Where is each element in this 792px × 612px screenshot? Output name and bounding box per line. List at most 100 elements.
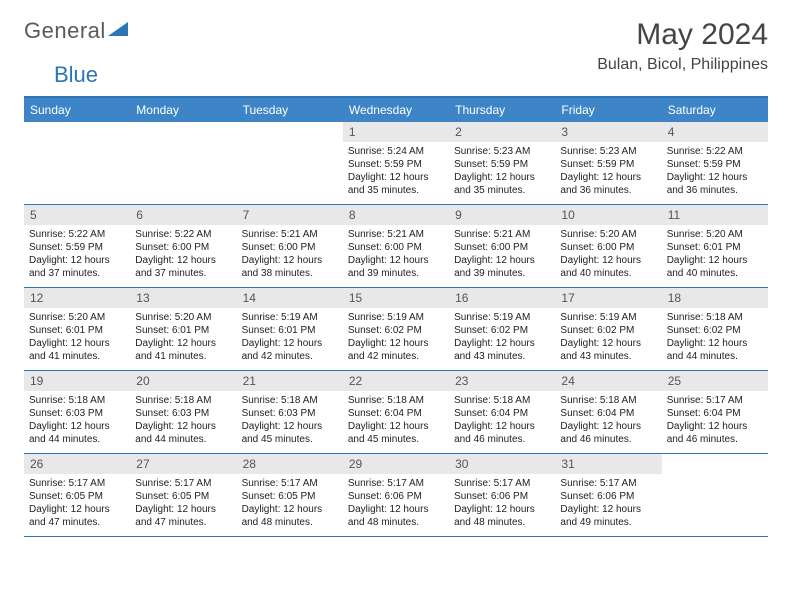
day-number: 2 bbox=[449, 122, 555, 142]
daylight-line: Daylight: 12 hours and 43 minutes. bbox=[454, 337, 550, 363]
daylight-line: Daylight: 12 hours and 48 minutes. bbox=[242, 503, 338, 529]
day-body: Sunrise: 5:19 AMSunset: 6:02 PMDaylight:… bbox=[449, 308, 555, 368]
weekday-sunday: Sunday bbox=[24, 98, 130, 122]
day-number: 20 bbox=[130, 371, 236, 391]
sunset-line: Sunset: 6:02 PM bbox=[667, 324, 763, 337]
day-number: 17 bbox=[555, 288, 661, 308]
day-body: Sunrise: 5:18 AMSunset: 6:04 PMDaylight:… bbox=[555, 391, 661, 451]
sunset-line: Sunset: 5:59 PM bbox=[667, 158, 763, 171]
day-number: 31 bbox=[555, 454, 661, 474]
day-cell bbox=[662, 454, 768, 536]
weekday-row: SundayMondayTuesdayWednesdayThursdayFrid… bbox=[24, 98, 768, 122]
day-number: 9 bbox=[449, 205, 555, 225]
week-row: 26Sunrise: 5:17 AMSunset: 6:05 PMDayligh… bbox=[24, 454, 768, 537]
sunset-line: Sunset: 6:05 PM bbox=[29, 490, 125, 503]
sunset-line: Sunset: 6:01 PM bbox=[667, 241, 763, 254]
sunrise-line: Sunrise: 5:24 AM bbox=[348, 145, 444, 158]
day-body: Sunrise: 5:21 AMSunset: 6:00 PMDaylight:… bbox=[343, 225, 449, 285]
week-row: 12Sunrise: 5:20 AMSunset: 6:01 PMDayligh… bbox=[24, 288, 768, 371]
week-row: 5Sunrise: 5:22 AMSunset: 5:59 PMDaylight… bbox=[24, 205, 768, 288]
day-cell: 28Sunrise: 5:17 AMSunset: 6:05 PMDayligh… bbox=[237, 454, 343, 536]
logo: General bbox=[24, 18, 132, 44]
day-body: Sunrise: 5:21 AMSunset: 6:00 PMDaylight:… bbox=[237, 225, 343, 285]
sunrise-line: Sunrise: 5:17 AM bbox=[560, 477, 656, 490]
day-number: 21 bbox=[237, 371, 343, 391]
daylight-line: Daylight: 12 hours and 45 minutes. bbox=[242, 420, 338, 446]
day-cell: 2Sunrise: 5:23 AMSunset: 5:59 PMDaylight… bbox=[449, 122, 555, 204]
daylight-line: Daylight: 12 hours and 38 minutes. bbox=[242, 254, 338, 280]
sunset-line: Sunset: 6:01 PM bbox=[135, 324, 231, 337]
day-body: Sunrise: 5:24 AMSunset: 5:59 PMDaylight:… bbox=[343, 142, 449, 202]
day-cell: 13Sunrise: 5:20 AMSunset: 6:01 PMDayligh… bbox=[130, 288, 236, 370]
day-number: 28 bbox=[237, 454, 343, 474]
sunset-line: Sunset: 6:06 PM bbox=[560, 490, 656, 503]
day-number: 15 bbox=[343, 288, 449, 308]
sunset-line: Sunset: 6:04 PM bbox=[348, 407, 444, 420]
sunrise-line: Sunrise: 5:17 AM bbox=[348, 477, 444, 490]
day-number: 5 bbox=[24, 205, 130, 225]
sunset-line: Sunset: 6:03 PM bbox=[135, 407, 231, 420]
day-body: Sunrise: 5:17 AMSunset: 6:05 PMDaylight:… bbox=[237, 474, 343, 534]
day-cell: 3Sunrise: 5:23 AMSunset: 5:59 PMDaylight… bbox=[555, 122, 661, 204]
sunset-line: Sunset: 6:00 PM bbox=[135, 241, 231, 254]
day-cell: 16Sunrise: 5:19 AMSunset: 6:02 PMDayligh… bbox=[449, 288, 555, 370]
sunrise-line: Sunrise: 5:19 AM bbox=[242, 311, 338, 324]
daylight-line: Daylight: 12 hours and 46 minutes. bbox=[667, 420, 763, 446]
day-body: Sunrise: 5:18 AMSunset: 6:03 PMDaylight:… bbox=[24, 391, 130, 451]
day-cell: 9Sunrise: 5:21 AMSunset: 6:00 PMDaylight… bbox=[449, 205, 555, 287]
sunrise-line: Sunrise: 5:18 AM bbox=[454, 394, 550, 407]
day-number: 14 bbox=[237, 288, 343, 308]
day-number: 22 bbox=[343, 371, 449, 391]
day-body: Sunrise: 5:22 AMSunset: 6:00 PMDaylight:… bbox=[130, 225, 236, 285]
day-body: Sunrise: 5:17 AMSunset: 6:05 PMDaylight:… bbox=[130, 474, 236, 534]
weeks-grid: 1Sunrise: 5:24 AMSunset: 5:59 PMDaylight… bbox=[24, 122, 768, 537]
day-cell: 22Sunrise: 5:18 AMSunset: 6:04 PMDayligh… bbox=[343, 371, 449, 453]
daylight-line: Daylight: 12 hours and 48 minutes. bbox=[348, 503, 444, 529]
day-cell: 14Sunrise: 5:19 AMSunset: 6:01 PMDayligh… bbox=[237, 288, 343, 370]
sunrise-line: Sunrise: 5:17 AM bbox=[29, 477, 125, 490]
daylight-line: Daylight: 12 hours and 49 minutes. bbox=[560, 503, 656, 529]
daylight-line: Daylight: 12 hours and 40 minutes. bbox=[560, 254, 656, 280]
day-body: Sunrise: 5:18 AMSunset: 6:04 PMDaylight:… bbox=[343, 391, 449, 451]
sunrise-line: Sunrise: 5:22 AM bbox=[29, 228, 125, 241]
sunset-line: Sunset: 6:00 PM bbox=[348, 241, 444, 254]
day-body: Sunrise: 5:21 AMSunset: 6:00 PMDaylight:… bbox=[449, 225, 555, 285]
sunset-line: Sunset: 6:00 PM bbox=[454, 241, 550, 254]
day-cell: 6Sunrise: 5:22 AMSunset: 6:00 PMDaylight… bbox=[130, 205, 236, 287]
sunset-line: Sunset: 5:59 PM bbox=[560, 158, 656, 171]
day-number: 4 bbox=[662, 122, 768, 142]
day-cell: 4Sunrise: 5:22 AMSunset: 5:59 PMDaylight… bbox=[662, 122, 768, 204]
logo-triangle-icon bbox=[108, 20, 130, 43]
sunrise-line: Sunrise: 5:18 AM bbox=[667, 311, 763, 324]
day-cell: 24Sunrise: 5:18 AMSunset: 6:04 PMDayligh… bbox=[555, 371, 661, 453]
sunrise-line: Sunrise: 5:18 AM bbox=[348, 394, 444, 407]
day-cell: 26Sunrise: 5:17 AMSunset: 6:05 PMDayligh… bbox=[24, 454, 130, 536]
daylight-line: Daylight: 12 hours and 46 minutes. bbox=[560, 420, 656, 446]
day-body: Sunrise: 5:19 AMSunset: 6:02 PMDaylight:… bbox=[555, 308, 661, 368]
sunrise-line: Sunrise: 5:18 AM bbox=[135, 394, 231, 407]
sunrise-line: Sunrise: 5:23 AM bbox=[560, 145, 656, 158]
day-number: 12 bbox=[24, 288, 130, 308]
sunset-line: Sunset: 6:04 PM bbox=[560, 407, 656, 420]
day-cell bbox=[130, 122, 236, 204]
day-body: Sunrise: 5:17 AMSunset: 6:06 PMDaylight:… bbox=[449, 474, 555, 534]
daylight-line: Daylight: 12 hours and 35 minutes. bbox=[348, 171, 444, 197]
daylight-line: Daylight: 12 hours and 44 minutes. bbox=[135, 420, 231, 446]
daylight-line: Daylight: 12 hours and 45 minutes. bbox=[348, 420, 444, 446]
day-cell: 8Sunrise: 5:21 AMSunset: 6:00 PMDaylight… bbox=[343, 205, 449, 287]
day-cell: 12Sunrise: 5:20 AMSunset: 6:01 PMDayligh… bbox=[24, 288, 130, 370]
day-number: 10 bbox=[555, 205, 661, 225]
logo-text-blue: Blue bbox=[54, 62, 98, 87]
day-number: 23 bbox=[449, 371, 555, 391]
month-title: May 2024 bbox=[597, 18, 768, 52]
daylight-line: Daylight: 12 hours and 39 minutes. bbox=[454, 254, 550, 280]
day-number: 18 bbox=[662, 288, 768, 308]
weekday-friday: Friday bbox=[555, 98, 661, 122]
sunset-line: Sunset: 6:02 PM bbox=[560, 324, 656, 337]
day-number: 8 bbox=[343, 205, 449, 225]
day-cell: 25Sunrise: 5:17 AMSunset: 6:04 PMDayligh… bbox=[662, 371, 768, 453]
sunset-line: Sunset: 6:03 PM bbox=[29, 407, 125, 420]
day-body: Sunrise: 5:18 AMSunset: 6:03 PMDaylight:… bbox=[130, 391, 236, 451]
day-cell: 18Sunrise: 5:18 AMSunset: 6:02 PMDayligh… bbox=[662, 288, 768, 370]
sunrise-line: Sunrise: 5:17 AM bbox=[135, 477, 231, 490]
